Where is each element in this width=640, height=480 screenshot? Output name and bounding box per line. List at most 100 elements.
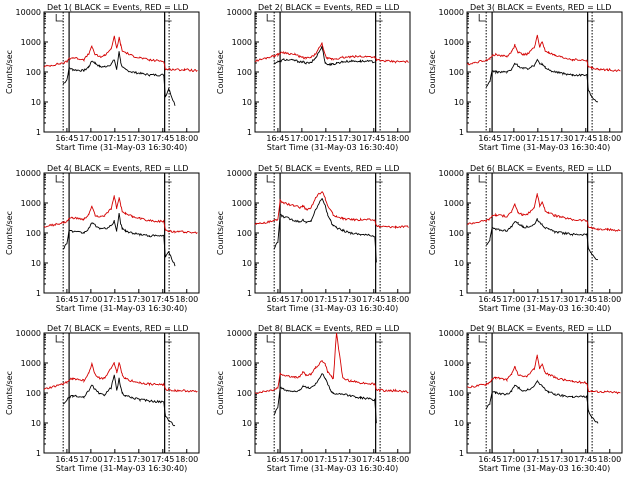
y-tick-label: 100 bbox=[26, 68, 41, 77]
y-tick-label: 10000 bbox=[227, 169, 252, 178]
y-tick-label: 1000 bbox=[21, 359, 41, 368]
x-axis-label: Start Time (31-May-03 16:30:40) bbox=[479, 143, 610, 152]
events-series-line bbox=[62, 374, 176, 427]
x-tick-label: 16:45 bbox=[266, 295, 289, 304]
x-axis-label: Start Time (31-May-03 16:30:40) bbox=[267, 143, 398, 152]
events-series-line bbox=[485, 379, 599, 424]
marker-bracket bbox=[587, 175, 595, 183]
panel-6: Det 6( BLACK = Events, RED = LLD 1 10 100 10… bbox=[428, 164, 623, 313]
marker-bracket bbox=[55, 14, 64, 22]
y-tick-label: 10 bbox=[242, 419, 252, 428]
y-tick-label: 10000 bbox=[16, 8, 41, 17]
x-tick-label: 16:45 bbox=[55, 134, 78, 143]
y-tick-label: 100 bbox=[237, 229, 252, 238]
x-tick-label: 16:45 bbox=[55, 455, 78, 464]
x-axis-label: Start Time (31-May-03 16:30:40) bbox=[479, 464, 610, 473]
y-axis-label: Counts/sec bbox=[216, 371, 225, 415]
chart-title: Det 7( BLACK = Events, RED = LLD bbox=[47, 324, 188, 333]
marker-bracket bbox=[164, 335, 172, 343]
y-axis-label: Counts/sec bbox=[216, 50, 225, 94]
x-tick-label: 17:15 bbox=[314, 455, 337, 464]
chart-title: Det 4( BLACK = Events, RED = LLD bbox=[47, 164, 188, 173]
x-tick-label: 17:45 bbox=[362, 134, 385, 143]
lld-series-line bbox=[254, 332, 409, 394]
x-tick-label: 17:45 bbox=[362, 295, 385, 304]
y-tick-label: 1000 bbox=[444, 38, 464, 47]
marker-bracket bbox=[266, 175, 275, 183]
marker-bracket bbox=[164, 14, 172, 22]
y-tick-label: 10 bbox=[454, 98, 464, 107]
x-tick-label: 17:30 bbox=[338, 455, 361, 464]
marker-bracket bbox=[266, 14, 275, 22]
y-axis-label: Counts/sec bbox=[5, 371, 14, 415]
y-tick-label: 100 bbox=[237, 389, 252, 398]
chart-title: Det 5( BLACK = Events, RED = LLD bbox=[258, 164, 399, 173]
x-tick-label: 18:00 bbox=[386, 455, 409, 464]
y-tick-label: 10000 bbox=[227, 8, 252, 17]
y-tick-label: 100 bbox=[449, 389, 464, 398]
marker-bracket bbox=[375, 335, 383, 343]
marker-bracket bbox=[266, 335, 275, 343]
y-tick-label: 10000 bbox=[16, 329, 41, 338]
y-axis-label: Counts/sec bbox=[216, 211, 225, 255]
chart-title: Det 3( BLACK = Events, RED = LLD bbox=[470, 3, 611, 12]
y-tick-label: 1 bbox=[36, 449, 41, 458]
x-tick-label: 16:45 bbox=[266, 455, 289, 464]
x-axis-label: Start Time (31-May-03 16:30:40) bbox=[267, 464, 398, 473]
x-tick-label: 17:45 bbox=[151, 134, 174, 143]
lld-series-line bbox=[254, 191, 409, 230]
events-series-line bbox=[62, 51, 176, 106]
y-tick-label: 1000 bbox=[232, 199, 252, 208]
y-tick-label: 100 bbox=[449, 229, 464, 238]
x-tick-label: 16:45 bbox=[478, 134, 501, 143]
y-tick-label: 1000 bbox=[232, 359, 252, 368]
chart-title: Det 2( BLACK = Events, RED = LLD bbox=[258, 3, 399, 12]
lld-series-line bbox=[466, 354, 621, 395]
x-tick-label: 17:30 bbox=[550, 295, 573, 304]
marker-bracket bbox=[587, 335, 595, 343]
y-tick-label: 1 bbox=[459, 289, 464, 298]
plot-frame bbox=[254, 11, 411, 133]
marker-bracket bbox=[478, 175, 487, 183]
events-series-line bbox=[485, 58, 599, 103]
plot-frame bbox=[466, 172, 623, 294]
lld-series-line bbox=[254, 42, 409, 64]
x-tick-label: 16:45 bbox=[478, 455, 501, 464]
x-tick-label: 17:15 bbox=[103, 295, 126, 304]
y-tick-label: 1 bbox=[36, 128, 41, 137]
x-tick-label: 17:45 bbox=[574, 134, 597, 143]
events-series-line bbox=[273, 198, 377, 263]
x-tick-label: 18:00 bbox=[598, 455, 621, 464]
y-tick-label: 100 bbox=[449, 68, 464, 77]
x-tick-label: 16:45 bbox=[478, 295, 501, 304]
x-tick-label: 17:30 bbox=[127, 295, 150, 304]
y-tick-label: 10000 bbox=[227, 329, 252, 338]
x-tick-label: 17:30 bbox=[550, 134, 573, 143]
lld-series-line bbox=[43, 195, 198, 235]
y-tick-label: 10000 bbox=[439, 169, 464, 178]
y-tick-label: 10000 bbox=[439, 8, 464, 17]
x-tick-label: 17:30 bbox=[127, 134, 150, 143]
x-axis-label: Start Time (31-May-03 16:30:40) bbox=[267, 304, 398, 313]
lld-series-line bbox=[43, 35, 198, 73]
plot-frame bbox=[43, 172, 200, 294]
events-series-line bbox=[62, 212, 176, 267]
y-tick-label: 1 bbox=[459, 449, 464, 458]
y-tick-label: 10 bbox=[242, 98, 252, 107]
y-tick-label: 1 bbox=[247, 449, 252, 458]
x-tick-label: 17:15 bbox=[314, 134, 337, 143]
panel-5: Det 5( BLACK = Events, RED = LLD 1 10 100 10… bbox=[216, 164, 411, 313]
y-tick-label: 10 bbox=[31, 419, 41, 428]
x-tick-label: 18:00 bbox=[175, 134, 198, 143]
x-tick-label: 16:45 bbox=[55, 295, 78, 304]
plot-frame bbox=[43, 11, 200, 133]
panel-2: Det 2( BLACK = Events, RED = LLD 1 10 100 10… bbox=[216, 3, 411, 152]
y-tick-label: 10 bbox=[454, 419, 464, 428]
marker-bracket bbox=[478, 14, 487, 22]
x-axis-label: Start Time (31-May-03 16:30:40) bbox=[56, 143, 187, 152]
y-tick-label: 100 bbox=[26, 229, 41, 238]
x-tick-label: 17:30 bbox=[338, 295, 361, 304]
y-tick-label: 10 bbox=[242, 259, 252, 268]
x-axis-label: Start Time (31-May-03 16:30:40) bbox=[56, 304, 187, 313]
